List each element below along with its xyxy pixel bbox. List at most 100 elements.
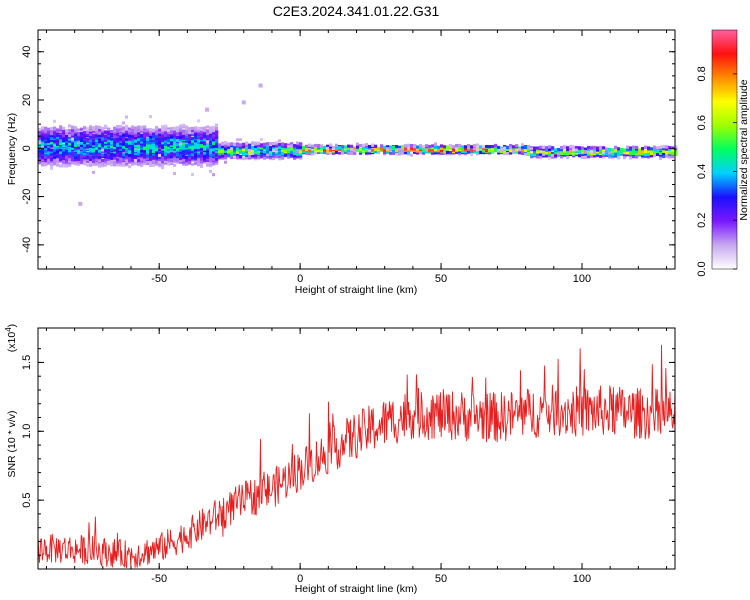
spectrogram-cell (86, 137, 90, 141)
spectrogram-cell (587, 152, 591, 156)
spectrogram-cell (206, 151, 210, 155)
spectrogram-cell (539, 147, 543, 152)
spectrogram-cell (182, 142, 186, 146)
spectrogram-cell (164, 133, 168, 137)
spectrogram-cell (65, 134, 69, 139)
spectrogram-cell (68, 131, 72, 135)
spectrogram-cell (101, 145, 105, 149)
spectrogram-cell (599, 145, 603, 149)
spectrogram-cell (524, 148, 528, 152)
spectrogram-cell (272, 156, 276, 161)
spectrogram-cell (533, 154, 537, 158)
spectrogram-cell (167, 154, 171, 158)
spectrogram-cell (71, 142, 75, 146)
spectrogram-cell (164, 131, 168, 135)
spectrogram-cell (263, 145, 267, 149)
spectrogram-cell (59, 142, 63, 146)
spectrogram-cell (134, 139, 138, 143)
spectrogram-cell (194, 141, 198, 145)
spectrogram-cell (161, 145, 165, 150)
spectrogram-cell (155, 157, 159, 161)
spectrogram-cell (503, 149, 507, 153)
spectrogram-cell (404, 148, 408, 153)
spectrogram-cell (581, 148, 585, 152)
spectrogram-cell (137, 134, 141, 139)
spectrogram-cell (167, 143, 171, 147)
spectrogram-cell (548, 152, 552, 156)
spectrogram-cell (206, 163, 210, 167)
spectrogram-cell (95, 161, 99, 165)
spectrogram-cell (293, 156, 297, 160)
spectrogram-cell (257, 141, 261, 145)
spectrogram-cell (50, 131, 54, 136)
spectrogram-cell (224, 151, 228, 155)
spectrogram-cell (119, 142, 123, 146)
spectrogram-cell (644, 145, 648, 149)
spectrogram-cell (188, 145, 192, 149)
spectrogram-cell (194, 159, 198, 163)
spectrogram-cell (176, 126, 180, 130)
spectrogram-cell (71, 129, 75, 133)
spectrogram-cell (467, 150, 471, 154)
spectrogram-cell (140, 160, 144, 164)
spectrogram-cell (155, 153, 159, 158)
spectrogram-cell (602, 155, 606, 159)
spectrogram-cell (119, 161, 123, 165)
spectrogram-cell (212, 140, 216, 144)
spectrogram-cell (284, 153, 288, 157)
spectrogram-cell (110, 129, 114, 134)
spectrogram-cell (221, 150, 225, 154)
spectrogram-cell (305, 149, 309, 153)
spectrogram-cell (668, 145, 672, 150)
spectrogram-cell (68, 153, 72, 157)
spectrogram-cell (242, 149, 246, 154)
spectrogram-cell (641, 154, 645, 158)
spectrogram-cell (212, 133, 216, 137)
spectrogram-cell (194, 135, 198, 140)
spectrogram-cell (665, 154, 668, 158)
spectrogram-cell (119, 130, 123, 134)
spectrogram-cell (68, 161, 72, 166)
spectrogram-cell (656, 149, 660, 153)
spectrogram-cell (197, 139, 201, 143)
spectrogram-cell (398, 145, 402, 149)
spectrogram-cell (365, 143, 368, 147)
spectrogram-cell (173, 157, 177, 161)
spectrogram-cell (380, 144, 384, 148)
spectrogram-cell (179, 148, 183, 152)
spectrogram-cell (674, 145, 678, 149)
spectrogram-cell (434, 145, 438, 149)
spectrogram-cell (314, 146, 318, 150)
spectrogram-cell (119, 157, 123, 161)
snr-background (38, 328, 675, 569)
spectrogram-cell (41, 152, 45, 157)
spectrogram-cell (344, 149, 348, 153)
snr-ytick-label: 1.5 (21, 355, 33, 370)
spectrogram-cell (101, 140, 105, 144)
spectrogram-cell (125, 137, 129, 142)
spectrogram-ytick-label: 20 (21, 94, 33, 106)
snr-multiplier-exponent: 4 (4, 327, 13, 332)
snr-xtick-label: 0 (297, 573, 303, 585)
spectrogram-cell (608, 153, 612, 157)
spectrogram-cell (152, 152, 156, 156)
spectrogram-cell (41, 145, 44, 149)
spectrogram-cell (38, 131, 42, 135)
spectrogram-cell (50, 157, 54, 161)
spectrogram-cell (371, 143, 374, 147)
spectrogram-cell (53, 127, 57, 131)
spectrogram-cell (299, 151, 303, 156)
spectrogram-cell (215, 126, 219, 131)
spectrogram-cell (137, 161, 141, 165)
spectrogram-cell (290, 153, 294, 157)
spectrogram-cell (41, 128, 45, 132)
spectrogram-cell (416, 145, 420, 149)
spectrogram-cell (53, 145, 57, 149)
spectrogram-cell (515, 144, 519, 148)
spectrogram-ytick-label: 40 (21, 46, 33, 58)
spectrogram-cell (83, 136, 87, 140)
spectrogram-cell (65, 129, 69, 133)
spectrogram-cell (158, 130, 162, 134)
spectrogram-cell (50, 140, 54, 145)
spectrogram-cell (629, 149, 633, 153)
